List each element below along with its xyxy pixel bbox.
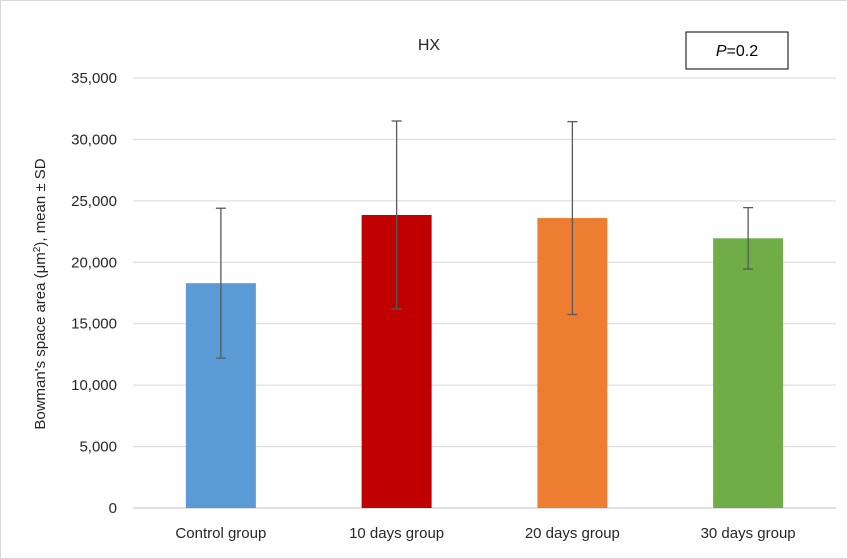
p-value-box: P=0.2 — [685, 31, 789, 70]
y-tick-label: 5,000 — [79, 439, 117, 456]
error-bars — [215, 120, 754, 359]
y-tick-label: 25,000 — [71, 193, 117, 210]
y-tick-label: 15,000 — [71, 316, 117, 333]
x-tick-label: 10 days group — [349, 525, 444, 542]
chart-title: HX — [418, 37, 441, 54]
y-tick-label: 35,000 — [71, 70, 117, 87]
x-tick-label: Control group — [175, 525, 266, 542]
x-tick-labels: Control group 10 days group 20 days group 3… — [175, 525, 795, 542]
x-tick-label: 20 days group — [525, 525, 620, 542]
bar — [713, 238, 784, 509]
bars — [185, 214, 784, 509]
y-tick-label: 30,000 — [71, 131, 117, 148]
y-tick-label: 20,000 — [71, 254, 117, 271]
svg-text:P=0.2: P=0.2 — [716, 43, 758, 60]
y-tick-label: 0 — [109, 500, 117, 517]
y-axis-label: Bowman's space area (μm2), mean ± SD — [32, 158, 50, 429]
y-tick-labels: 0 5,000 10,000 15,000 20,000 25,000 30,000 35,0… — [71, 70, 117, 517]
x-tick-label: 30 days group — [701, 525, 796, 542]
y-tick-label: 10,000 — [71, 377, 117, 394]
